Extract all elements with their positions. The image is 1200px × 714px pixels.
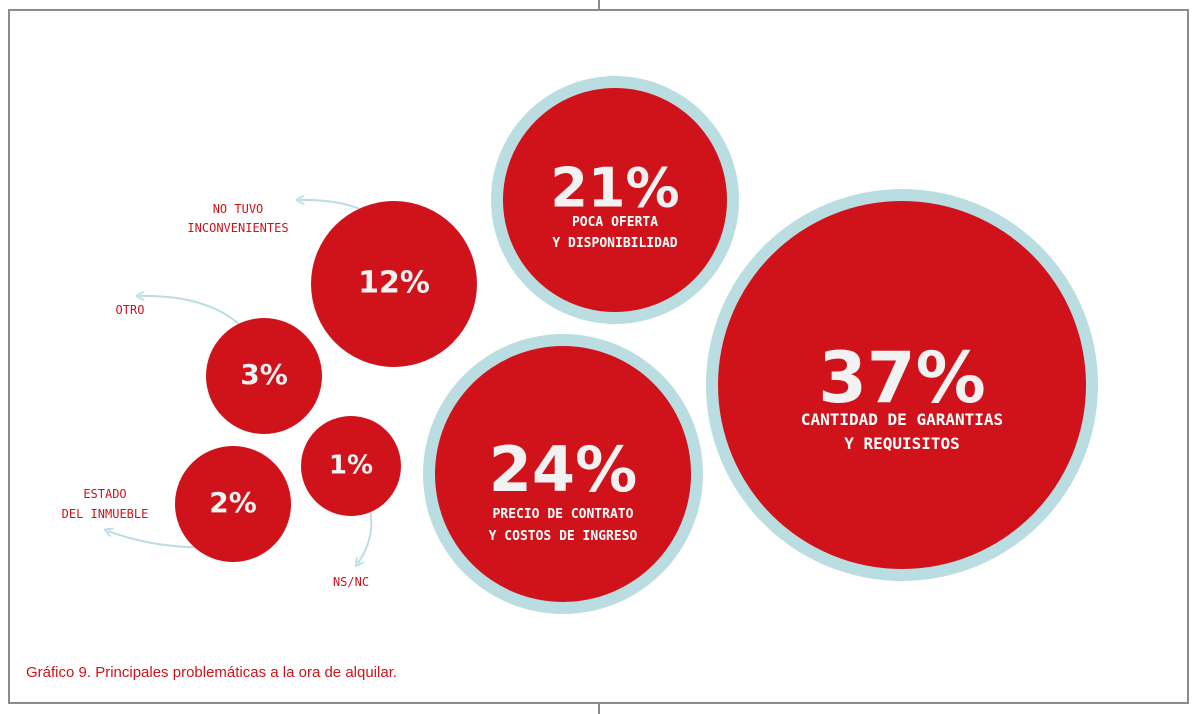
bubble-circle	[301, 416, 401, 516]
bubble-percent-label: 12%	[358, 266, 430, 301]
bubble-category-label: POCA OFERTA	[572, 215, 658, 230]
bubble-category-label: Y COSTOS DE INGRESO	[489, 529, 638, 544]
bubble-12-percent: 12% NO TUVO INCONVENIENTES	[187, 201, 477, 367]
bubble-category-label: Y DISPONIBILIDAD	[552, 236, 677, 251]
bubble-1-percent: 1% NS/NC	[301, 416, 401, 589]
bubble-circle	[718, 201, 1086, 569]
bubble-37-percent: 37%CANTIDAD DE GARANTIAS Y REQUISITOS	[706, 189, 1098, 581]
bubble-percent-label: 2%	[209, 486, 257, 519]
bubble-circle	[503, 88, 727, 312]
bubble-circle	[175, 446, 291, 562]
bubble-percent-label: 3%	[240, 358, 288, 391]
bubble-percent-label: 1%	[329, 451, 373, 481]
bubble-21-percent: 21%POCA OFERTA Y DISPONIBILIDAD	[491, 76, 739, 324]
callout-category-label: DEL INMUEBLE	[62, 507, 149, 521]
column-divider-bottom	[598, 703, 600, 714]
bubble-percent-label: 21%	[550, 157, 679, 220]
bubble-circle	[435, 346, 691, 602]
bubble-category-label: PRECIO DE CONTRATO	[493, 507, 634, 522]
callout-category-label: ESTADO	[83, 487, 126, 501]
bubble-3-percent: 3% OTRO	[116, 303, 322, 434]
column-divider-top	[598, 0, 600, 10]
bubble-circle	[206, 318, 322, 434]
callout-category-label: OTRO	[116, 303, 145, 317]
bubble-category-label: Y REQUISITOS	[844, 434, 960, 453]
callout-category-label: NO TUVO	[213, 202, 264, 216]
callout-category-label: INCONVENIENTES	[187, 221, 288, 235]
bubble-percent-label: 24%	[489, 433, 637, 506]
bubble-circle	[311, 201, 477, 367]
figure-caption: Gráfico 9. Principales problemáticas a l…	[26, 664, 398, 681]
bubble-category-label: CANTIDAD DE GARANTIAS	[801, 410, 1003, 429]
bubble-2-percent: 2% ESTADO DEL INMUEBLE	[62, 446, 291, 562]
callout-category-label: NS/NC	[333, 575, 369, 589]
bubble-24-percent: 24%PRECIO DE CONTRATO Y COSTOS DE INGRESO	[423, 334, 703, 614]
bubble-percent-label: 37%	[818, 337, 986, 419]
